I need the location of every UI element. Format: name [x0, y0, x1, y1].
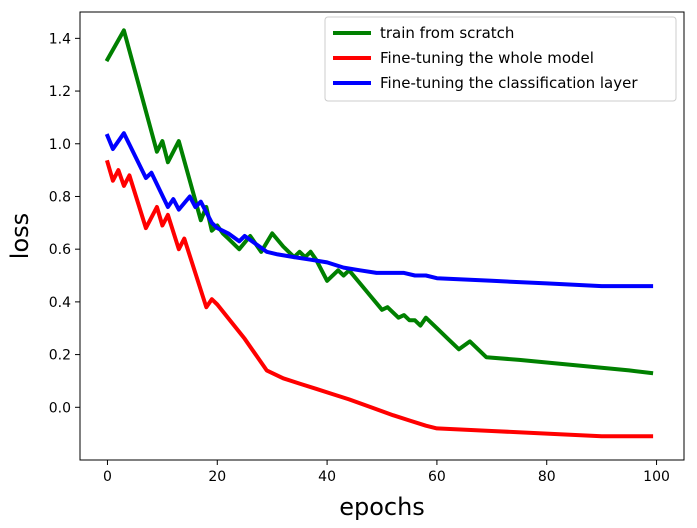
y-axis-title: loss [6, 213, 34, 259]
x-tick-label: 100 [643, 469, 670, 485]
legend-label-0: train from scratch [380, 24, 514, 42]
x-tick-label: 20 [208, 469, 226, 485]
x-tick-label: 0 [103, 469, 112, 485]
x-axis-title: epochs [339, 493, 425, 521]
series-line-0 [104, 28, 654, 376]
y-tick-label: 1.4 [49, 31, 71, 47]
series-line-2 [104, 131, 654, 289]
legend-box [324, 16, 677, 102]
y-tick-label: 0.8 [49, 189, 71, 205]
y-tick-label: 1.0 [49, 137, 71, 153]
legend-label-1: Fine-tuning the whole model [380, 49, 594, 67]
x-tick-label: 40 [318, 469, 336, 485]
y-tick-label: 0.2 [49, 348, 71, 364]
series-line-1 [105, 159, 654, 439]
x-tick-label: 80 [538, 469, 556, 485]
y-tick-label: 0.6 [49, 242, 71, 258]
plot-frame [79, 11, 685, 461]
y-tick-label: 1.2 [49, 84, 71, 100]
x-tick-label: 60 [428, 469, 446, 485]
legend-label-2: Fine-tuning the classification layer [380, 74, 638, 92]
y-tick-label: 0.4 [49, 295, 71, 311]
y-tick-label: 0.0 [49, 400, 71, 416]
